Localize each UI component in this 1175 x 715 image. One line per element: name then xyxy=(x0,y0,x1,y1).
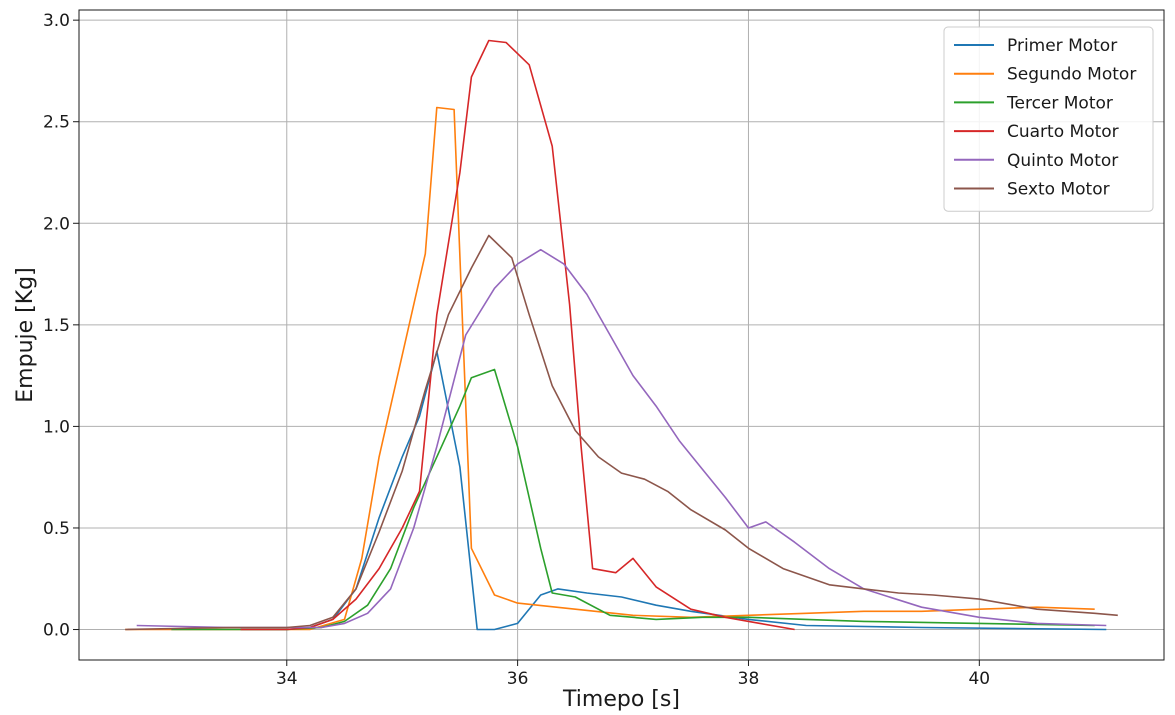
x-tick-label: 36 xyxy=(507,669,529,689)
y-tick-label: 0.5 xyxy=(43,519,70,539)
y-tick-label: 0.0 xyxy=(43,621,70,641)
plot-frame xyxy=(78,9,1165,661)
y-tick-label: 2.0 xyxy=(43,214,70,234)
legend-label-5: Quinto Motor xyxy=(1007,151,1118,171)
series-line-2 xyxy=(125,106,1095,631)
legend-box xyxy=(943,26,1154,212)
y-tick-label: 1.0 xyxy=(43,417,70,437)
legend: Primer Motor Segundo Motor Tercer Motor Cua… xyxy=(943,26,1154,212)
legend-label-4: Cuarto Motor xyxy=(1007,122,1119,142)
y-tick-label: 2.5 xyxy=(43,113,70,133)
series-line-3 xyxy=(171,368,1095,631)
series-group xyxy=(125,39,1118,631)
legend-label-2: Segundo Motor xyxy=(1007,65,1136,85)
legend-label-6: Sexto Motor xyxy=(1007,180,1110,200)
y-tick-label: 3.0 xyxy=(43,11,70,31)
x-tick-label: 34 xyxy=(276,669,298,689)
x-axis-label: Timepo [s] xyxy=(562,687,680,712)
x-tick-label: 38 xyxy=(738,669,760,689)
series-line-6 xyxy=(125,234,1118,631)
legend-label-3: Tercer Motor xyxy=(1006,93,1113,113)
series-line-5 xyxy=(136,248,1107,629)
x-tick-label: 40 xyxy=(968,669,990,689)
legend-label-1: Primer Motor xyxy=(1007,36,1117,56)
y-tick-label: 1.5 xyxy=(43,316,70,336)
ticks: 34 36 38 40 0.0 0.5 1.0 1.5 2.0 2.5 3.0 xyxy=(43,11,990,689)
series-line-4 xyxy=(240,39,795,631)
y-axis-label: Empuje [Kg] xyxy=(13,267,38,402)
